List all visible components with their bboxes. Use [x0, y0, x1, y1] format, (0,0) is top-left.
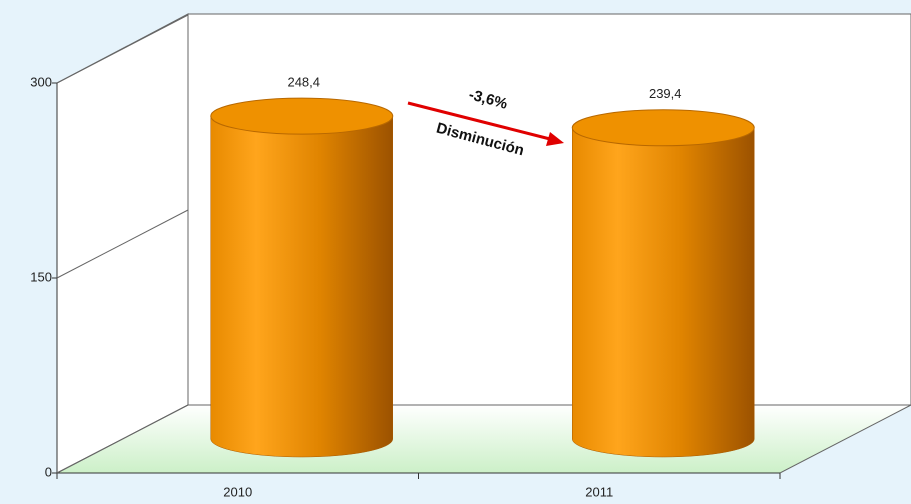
x-tick-label: 2010 — [223, 484, 252, 499]
y-tick-label: 300 — [30, 74, 52, 89]
cylinder-body — [572, 127, 755, 458]
value-label: 239,4 — [649, 86, 682, 101]
cylinder-top — [571, 109, 755, 147]
arrow-head — [546, 132, 564, 146]
x-tick-label: 2011 — [585, 484, 613, 499]
cylinder-top — [210, 97, 394, 135]
arrow-shaft — [407, 101, 551, 141]
y-tick-label: 0 — [45, 464, 52, 479]
plot: 0 150 300 2010 248,4 2011 239,4 — [30, 14, 781, 499]
grid-line — [56, 209, 189, 279]
floor — [56, 404, 911, 474]
value-label: 248,4 — [287, 75, 320, 90]
grid-line — [56, 404, 189, 474]
cylinder-body — [210, 115, 393, 458]
grid-line — [56, 14, 189, 84]
y-tick-label: 150 — [30, 269, 52, 284]
